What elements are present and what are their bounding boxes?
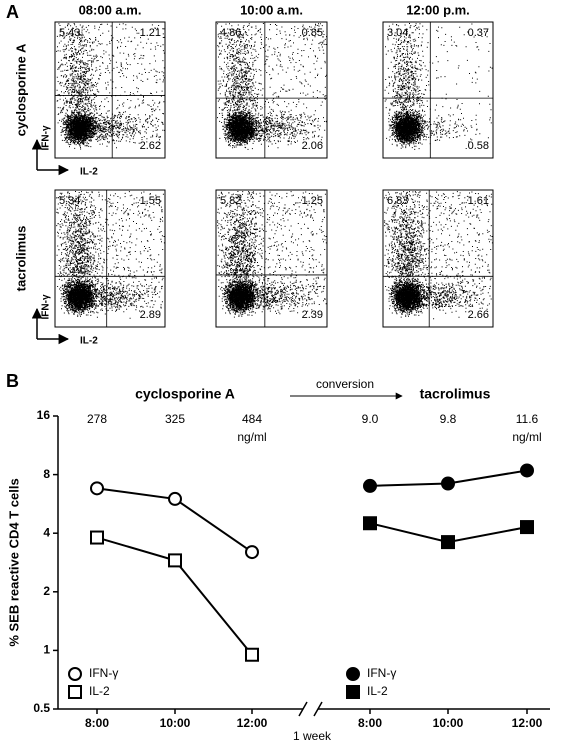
concentration: 9.8: [440, 412, 457, 426]
cell-dots: [384, 23, 493, 150]
data-point: [363, 478, 377, 493]
row-label: tacrolimus: [13, 226, 28, 292]
y-tick-label: 2: [43, 584, 50, 598]
column-header: 12:00 p.m.: [406, 2, 470, 17]
quadrant-value: 5.34: [59, 195, 80, 207]
x-tick-label: 12:00: [237, 716, 268, 730]
y-tick-label: 16: [37, 408, 51, 422]
cell-dots: [384, 191, 493, 320]
data-point: [245, 647, 259, 662]
y-axis-label: % SEB reactive CD4 T cells: [6, 478, 21, 646]
quadrant-value: 2.06: [302, 140, 323, 152]
concentration: 278: [87, 412, 107, 426]
x-axis-label: IL-2: [80, 336, 98, 347]
cell-dots: [217, 23, 327, 150]
quadrant-value: 5.82: [220, 195, 241, 207]
concentration: 484: [242, 412, 262, 426]
data-point: [441, 535, 455, 550]
data-point: [168, 491, 182, 506]
quadrant-value: 3.04: [387, 27, 408, 39]
concentration-unit: ng/ml: [237, 430, 266, 444]
legend-marker: [346, 667, 360, 681]
x-tick-label: 10:00: [160, 716, 191, 730]
quadrant-value: 0.37: [468, 27, 489, 39]
quadrant-value: 1.21: [140, 27, 161, 39]
cell-dots: [56, 23, 165, 150]
data-point: [441, 476, 455, 491]
x-axis-label: IL-2: [80, 167, 98, 178]
data-point: [90, 530, 104, 545]
panel-label: B: [6, 371, 19, 391]
panel-label: A: [6, 2, 19, 22]
data-point: [363, 516, 377, 531]
legend-label: IFN-γ: [367, 666, 396, 680]
quadrant-value: 2.62: [140, 140, 161, 152]
quadrant-value: 1.61: [468, 195, 489, 207]
legend-label: IL-2: [89, 684, 110, 698]
quadrant-value: 0.85: [302, 27, 323, 39]
data-point: [168, 553, 182, 568]
quadrant-value: 2.66: [468, 309, 489, 321]
legend-marker: [346, 685, 360, 699]
legend-label: IFN-γ: [89, 666, 118, 680]
group-label: tacrolimus: [420, 386, 491, 402]
concentration: 11.6: [516, 412, 539, 426]
y-axis-label: IFN-γ: [41, 125, 52, 150]
axis-break: [298, 701, 308, 717]
column-header: 08:00 a.m.: [79, 2, 142, 17]
axis-break: [313, 701, 323, 717]
y-axis-label: IFN-γ: [41, 294, 52, 319]
cell-dots: [56, 191, 165, 319]
data-point: [520, 463, 534, 478]
x-tick-label: 12:00: [512, 716, 543, 730]
column-header: 10:00 a.m.: [240, 2, 303, 17]
quadrant-value: 6.83: [387, 195, 408, 207]
break-label: 1 week: [293, 729, 332, 743]
x-tick-label: 10:00: [433, 716, 464, 730]
quadrant-value: 4.86: [220, 27, 241, 39]
x-tick-label: 8:00: [85, 716, 109, 730]
data-point: [520, 520, 534, 535]
concentration: 325: [165, 412, 185, 426]
legend-label: IL-2: [367, 684, 388, 698]
concentration-unit: ng/ml: [512, 430, 541, 444]
quadrant-value: 2.39: [302, 309, 323, 321]
group-label: cyclosporine A: [135, 386, 235, 402]
y-tick-label: 0.5: [33, 701, 50, 715]
legend-marker: [68, 685, 82, 699]
conversion-label: conversion: [316, 377, 374, 391]
quadrant-value: 1.25: [302, 195, 323, 207]
row-label: cyclosporine A: [13, 43, 28, 136]
quadrant-value: 2.89: [140, 309, 161, 321]
cell-dots: [217, 191, 327, 318]
legend-marker: [68, 667, 82, 681]
x-tick-label: 8:00: [358, 716, 382, 730]
concentration: 9.0: [362, 412, 379, 426]
quadrant-value: 5.43: [59, 27, 80, 39]
quadrant-value: 0.58: [468, 140, 489, 152]
y-tick-label: 1: [43, 643, 50, 657]
quadrant-value: 1.55: [140, 195, 161, 207]
y-tick-label: 4: [43, 525, 50, 539]
y-tick-label: 8: [43, 467, 50, 481]
data-point: [245, 545, 259, 560]
data-point: [90, 481, 104, 496]
